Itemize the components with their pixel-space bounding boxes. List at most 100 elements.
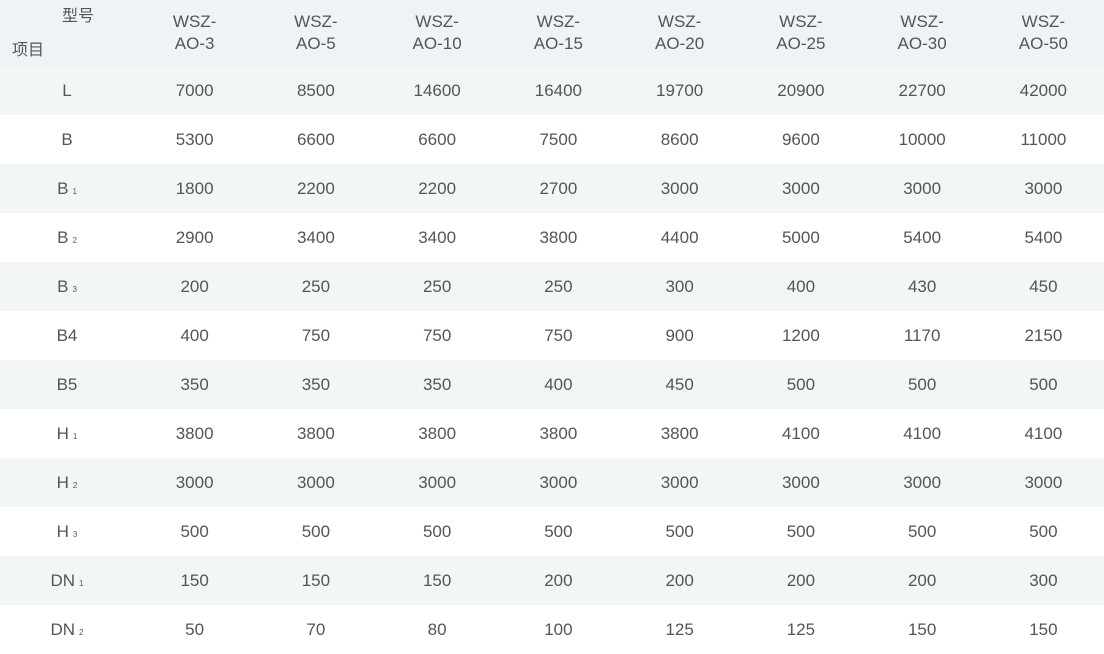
value-cell: 6600: [296, 129, 335, 149]
value-cell: 3800: [660, 423, 699, 443]
model-header-cell: WSZ- AO-50: [983, 0, 1104, 66]
value-cell: 200: [180, 276, 209, 296]
row-label: B: [0, 115, 134, 164]
value-cell: 500: [786, 374, 816, 394]
table-row: L 7000 8500 14600 16400 19700 20900 22700 42000: [0, 66, 1104, 115]
value-cell: 150: [907, 619, 937, 639]
value-cell: 3800: [539, 227, 578, 247]
value-cell: 5000: [781, 227, 820, 247]
row-label-text: DN: [50, 570, 76, 590]
value-cell: 9600: [781, 129, 820, 149]
value-cell: 14600: [413, 80, 461, 100]
value-cell: 400: [180, 325, 209, 345]
value-cell: 250: [301, 276, 331, 296]
value-cell: 350: [301, 374, 331, 394]
value-cell: 500: [1029, 374, 1058, 394]
value-cell: 400: [544, 374, 573, 394]
row-label-subscript: 2: [79, 627, 84, 637]
value-cell: 3000: [903, 472, 942, 492]
value-cell: 500: [665, 521, 694, 541]
value-cell: 5300: [175, 129, 214, 149]
row-label: DN 1: [0, 556, 134, 605]
table-row: DN 2 50 70 80 100 125 125 150 150: [0, 605, 1104, 654]
value-cell: 11000: [1020, 129, 1067, 149]
table-row: B4 400 750 750 750 900 1200 1170 2150: [0, 311, 1104, 360]
value-cell: 5400: [903, 227, 942, 247]
value-cell: 150: [1029, 619, 1058, 639]
model-name-line: AO-3: [174, 34, 215, 53]
value-cell: 750: [301, 325, 331, 345]
value-cell: 200: [544, 570, 573, 590]
model-name-line: WSZ-: [1021, 12, 1066, 31]
value-cell: 2200: [418, 178, 457, 198]
model-header-cell: WSZ- AO-15: [498, 0, 619, 66]
table-row: B 3 200 250 250 250 300 400 430 450: [0, 262, 1104, 311]
value-cell: 500: [1029, 521, 1058, 541]
table-row: H 2 3000 3000 3000 3000 3000 3000 3000 3000: [0, 458, 1104, 507]
row-label-text: H: [56, 472, 69, 492]
value-cell: 2700: [539, 178, 578, 198]
model-name-line: AO-30: [897, 34, 947, 53]
row-label-text: B: [61, 129, 73, 149]
row-label-text: B: [57, 178, 69, 198]
value-cell: 4400: [660, 227, 699, 247]
row-label-text: B5: [56, 374, 78, 394]
value-cell: 150: [301, 570, 331, 590]
table-row: B 5300 6600 6600 7500 8600 9600 10000 11000: [0, 115, 1104, 164]
value-cell: 300: [1029, 570, 1058, 590]
value-cell: 1800: [175, 178, 214, 198]
model-header-label: 型号: [62, 8, 95, 25]
model-name-line: WSZ-: [900, 12, 944, 31]
value-cell: 500: [907, 374, 937, 394]
value-cell: 200: [665, 570, 694, 590]
table-row: DN 1 150 150 150 200 200 200 200 300: [0, 556, 1104, 605]
value-cell: 4100: [1024, 423, 1063, 443]
value-cell: 10000: [898, 129, 946, 149]
row-label-subscript: 1: [79, 578, 84, 588]
value-cell: 150: [180, 570, 209, 590]
value-cell: 3000: [660, 178, 699, 198]
value-cell: 3000: [418, 472, 457, 492]
model-header-cell: WSZ- AO-25: [740, 0, 861, 66]
value-cell: 3400: [418, 227, 457, 247]
value-cell: 1200: [781, 325, 820, 345]
value-cell: 300: [665, 276, 694, 296]
row-label-subscript: 2: [72, 480, 78, 490]
value-cell: 3400: [296, 227, 335, 247]
model-name-line: AO-20: [655, 34, 705, 53]
value-cell: 450: [665, 374, 694, 394]
value-cell: 3000: [175, 472, 214, 492]
value-cell: 200: [786, 570, 816, 590]
value-cell: 6600: [418, 129, 457, 149]
value-cell: 50: [185, 619, 205, 639]
model-name-line: AO-25: [776, 34, 826, 53]
model-name-line: AO-15: [533, 34, 583, 53]
model-name-line: WSZ-: [294, 12, 338, 31]
value-cell: 7500: [539, 129, 578, 149]
value-cell: 450: [1029, 276, 1058, 296]
table-row: B 2 2900 3400 3400 3800 4400 5000 5400 5400: [0, 213, 1104, 262]
row-label-text: L: [62, 80, 72, 100]
row-label: DN 2: [0, 605, 134, 654]
model-header-cell: WSZ- AO-5: [255, 0, 376, 66]
value-cell: 70: [306, 619, 326, 639]
row-label-text: B: [57, 276, 69, 296]
table-row: B5 350 350 350 400 450 500 500 500: [0, 360, 1104, 409]
value-cell: 430: [907, 276, 937, 296]
model-name-line: WSZ-: [657, 12, 702, 31]
value-cell: 1170: [903, 325, 941, 345]
value-cell: 3000: [781, 472, 820, 492]
value-cell: 80: [427, 619, 447, 639]
value-cell: 42000: [1019, 80, 1068, 100]
value-cell: 4100: [903, 423, 942, 443]
value-cell: 500: [180, 521, 209, 541]
value-cell: 3000: [781, 178, 820, 198]
header-row: 型号 项目 WSZ- AO-3 WSZ- AO-5 WSZ- AO-10 WSZ- AO-15…: [0, 0, 1104, 66]
value-cell: 3800: [539, 423, 578, 443]
value-cell: 3800: [418, 423, 457, 443]
row-label-subscript: 3: [72, 529, 78, 539]
model-header-cell: WSZ- AO-20: [619, 0, 740, 66]
